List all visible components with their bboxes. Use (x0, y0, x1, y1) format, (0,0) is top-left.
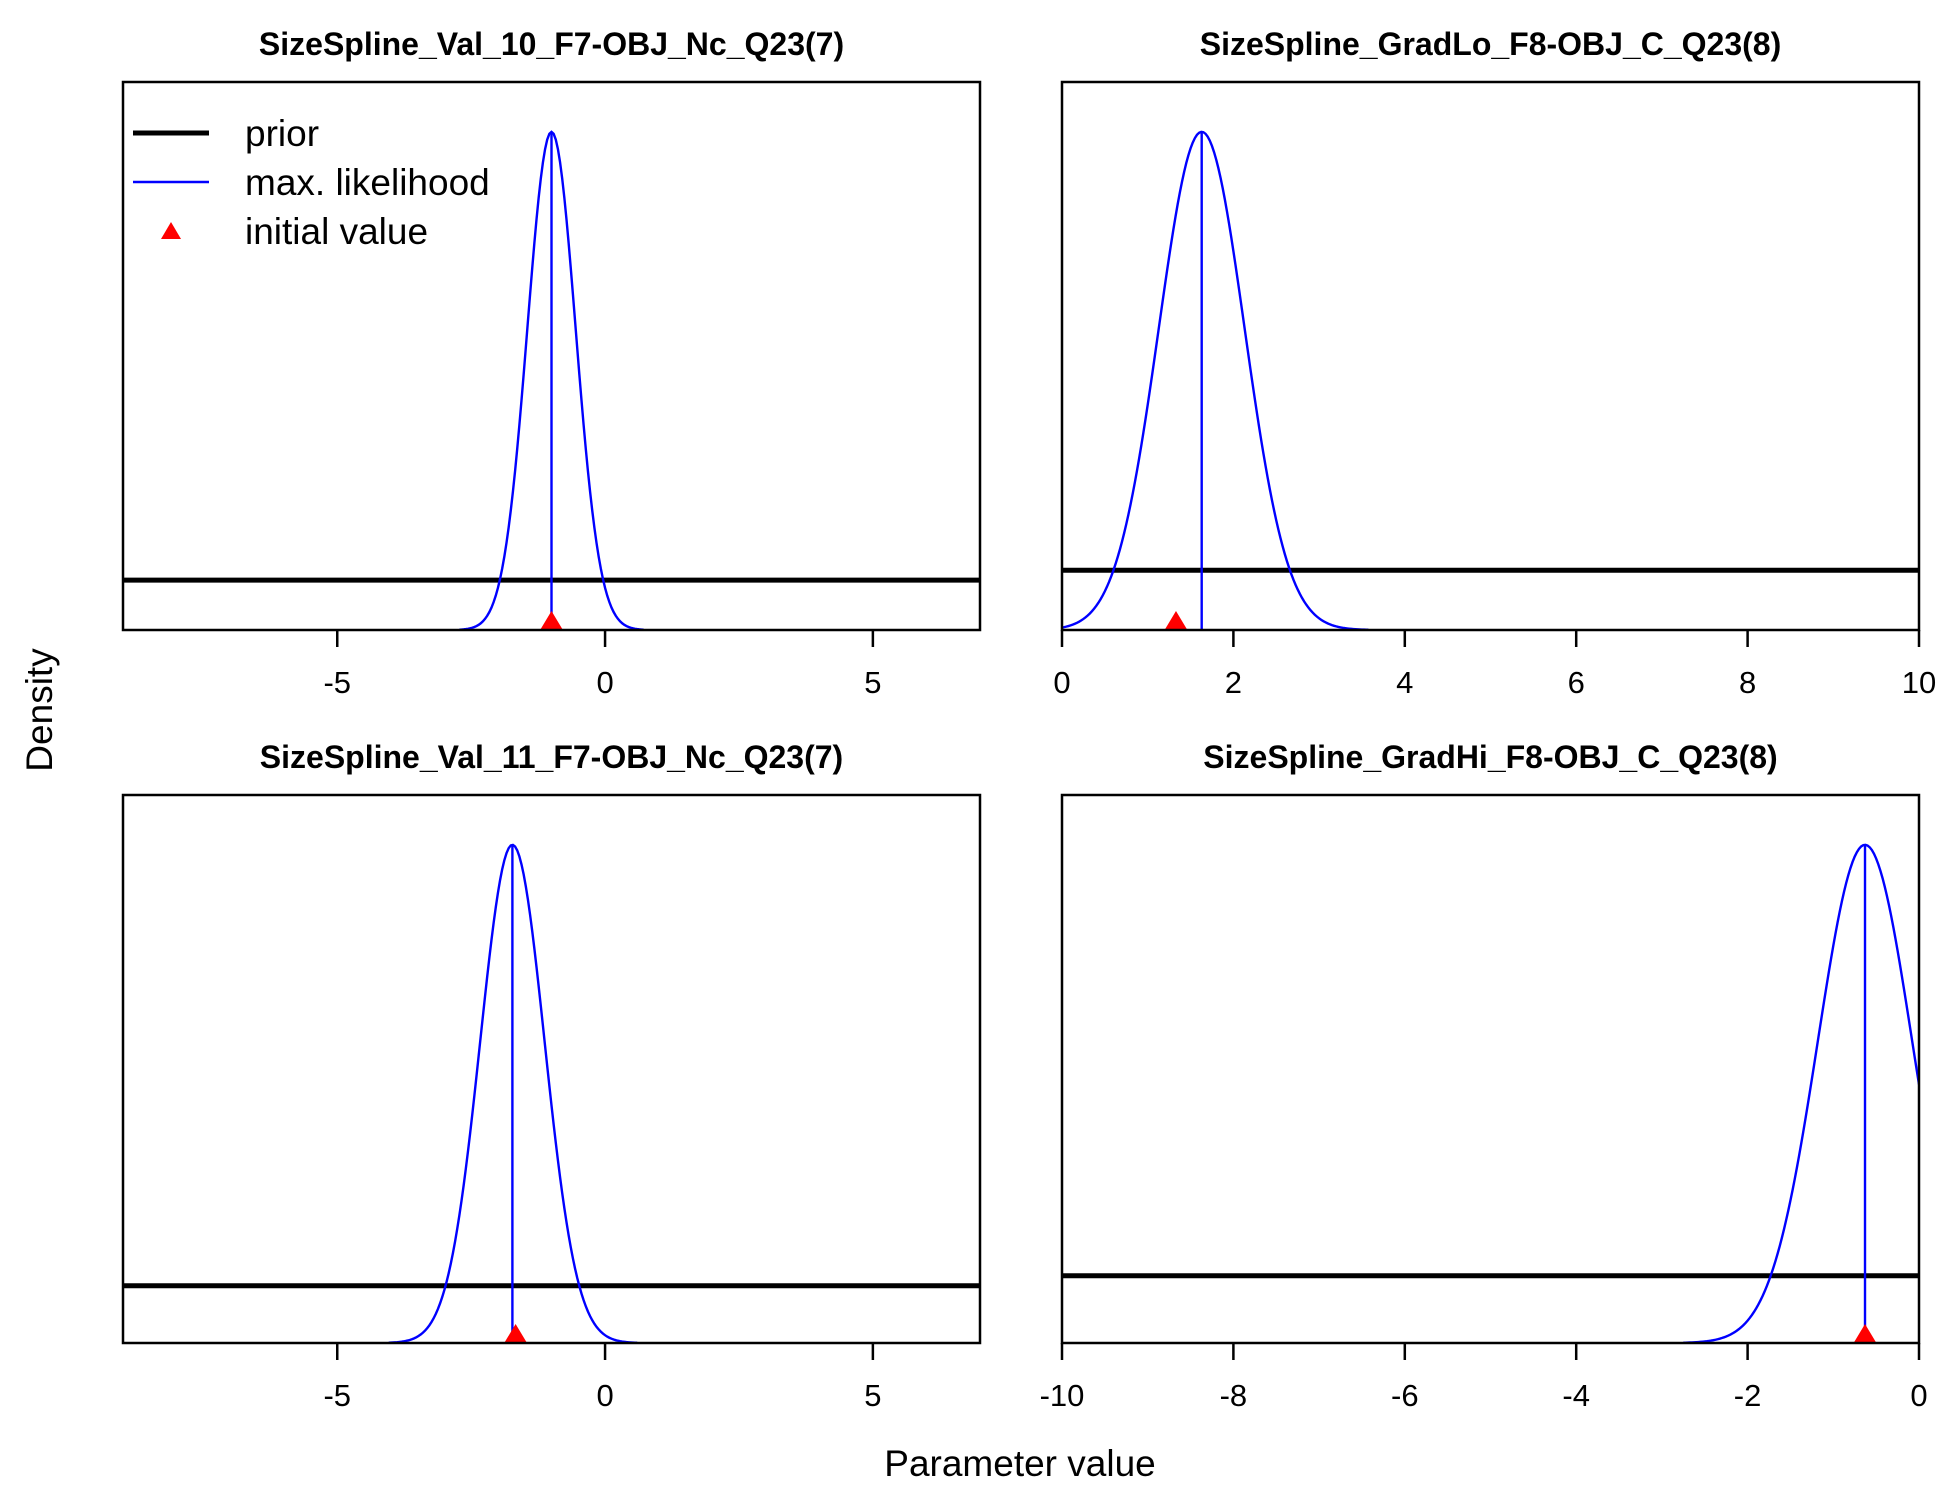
legend-label: prior (245, 113, 319, 154)
legend-label: initial value (245, 211, 428, 252)
panels: SizeSpline_Val_10_F7-OBJ_Nc_Q23(7)-5 0 5Si… (121, 26, 1936, 1413)
x-tick-label: 5 (864, 1378, 881, 1413)
initial-value-marker (1853, 1324, 1878, 1344)
x-tick-label: 5 (864, 665, 881, 700)
y-axis-label: Density (19, 648, 60, 772)
x-tick-label: 0 (1910, 1378, 1927, 1413)
x-tick-label: 0 (596, 1378, 613, 1413)
x-tick-label: -6 (1391, 1378, 1419, 1413)
x-tick-label: -2 (1734, 1378, 1762, 1413)
max-likelihood-curve (1062, 130, 1369, 630)
x-tick-label: -10 (1040, 1378, 1085, 1413)
initial-value-marker (503, 1324, 528, 1344)
plot-frame (1060, 80, 1921, 632)
x-tick-label: -5 (323, 1378, 351, 1413)
chart-panel-2: SizeSpline_GradLo_F8-OBJ_C_Q23(8) 0 2 4 6 8 10 (1053, 26, 1936, 700)
plot-frame (121, 793, 982, 1345)
legend-item-initial-value: initial value (161, 211, 428, 252)
x-tick-label: -8 (1220, 1378, 1248, 1413)
panel-title: SizeSpline_Val_11_F7-OBJ_Nc_Q23(7) (260, 739, 843, 775)
max-likelihood-curve (1683, 843, 1919, 1343)
chart-panel-1: SizeSpline_Val_10_F7-OBJ_Nc_Q23(7) -5 0 5 (121, 26, 982, 700)
legend-swatch (161, 222, 181, 239)
plot-frame (1060, 793, 1921, 1345)
chart-panel-3: SizeSpline_Val_11_F7-OBJ_Nc_Q23(7) -5 0 5 (121, 739, 982, 1413)
panel-title: SizeSpline_GradHi_F8-OBJ_C_Q23(8) (1203, 739, 1777, 775)
initial-value-marker (539, 611, 564, 631)
legend: prior max. likelihood initial value (133, 113, 490, 252)
panel-title: SizeSpline_Val_10_F7-OBJ_Nc_Q23(7) (259, 26, 844, 62)
legend-label: max. likelihood (245, 162, 490, 203)
x-tick-label: 0 (1053, 665, 1070, 700)
legend-item-max-likelihood: max. likelihood (133, 162, 490, 203)
x-axis-label: Parameter value (884, 1443, 1155, 1484)
panel-title: SizeSpline_GradLo_F8-OBJ_C_Q23(8) (1200, 26, 1782, 62)
plot-frame (121, 80, 982, 632)
initial-value-marker (1163, 611, 1188, 631)
x-tick-label: -4 (1562, 1378, 1590, 1413)
chart-panel-4: SizeSpline_GradHi_F8-OBJ_C_Q23(8) -10 -8 -6… (1040, 739, 1928, 1413)
x-tick-label: 8 (1739, 665, 1756, 700)
x-tick-label: 0 (596, 665, 613, 700)
x-tick-label: 10 (1902, 665, 1936, 700)
x-tick-label: 4 (1396, 665, 1413, 700)
x-tick-label: 6 (1568, 665, 1585, 700)
x-tick-label: 2 (1225, 665, 1242, 700)
x-tick-label: -5 (323, 665, 351, 700)
legend-item-prior: prior (133, 113, 319, 154)
